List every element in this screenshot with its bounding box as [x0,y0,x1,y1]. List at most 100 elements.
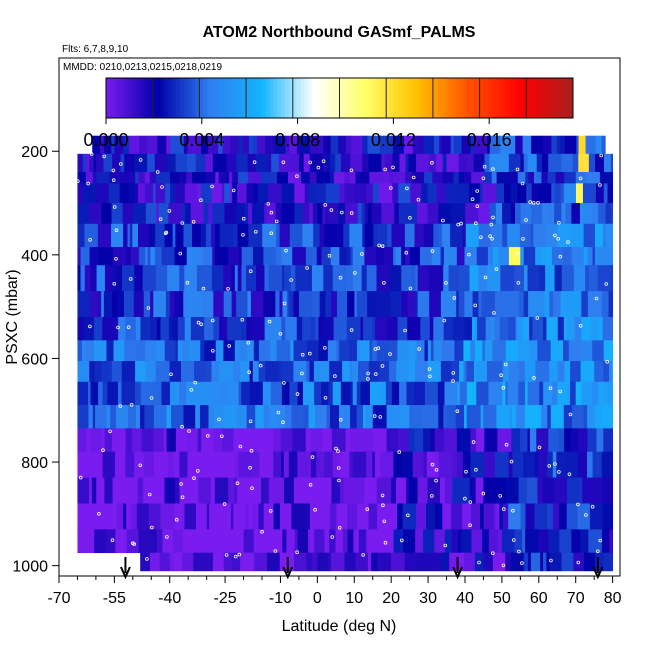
heatmap-cell [483,503,495,530]
heatmap-cell [368,153,382,173]
heatmap-cell [241,317,247,341]
sample-point [468,500,473,504]
heatmap-cell [205,223,212,248]
heatmap-cell [123,135,130,155]
heatmap-cell [104,265,111,292]
heatmap-cell [90,381,99,406]
heatmap-cell [588,265,599,292]
sample-point [568,412,573,417]
heatmap-cell [523,291,529,318]
heatmap-cell [166,529,174,554]
heatmap-cell [218,361,234,383]
heatmap-cell [587,428,597,453]
heatmap-cell [247,291,252,318]
heatmap-cell [89,247,100,266]
heatmap-cell [344,477,355,504]
heatmap-cell [457,451,464,478]
heatmap-cell [196,183,202,204]
colorbar-segment [421,78,426,118]
sample-point [483,275,488,280]
sample-point [199,322,204,327]
colorbar-segment [113,78,119,118]
sample-point [145,557,149,561]
sample-point [78,475,83,480]
heatmap-cell [263,291,276,318]
heatmap-cell [575,381,582,406]
heatmap-cell [96,477,105,504]
sample-point [269,210,274,215]
heatmap-cell [85,171,94,184]
heatmap-cell [124,340,138,362]
heatmap-cell [205,361,212,383]
heatmap-cell [183,223,193,248]
heatmap-cell [121,381,136,406]
heatmap-cell [444,529,453,554]
heatmap-cell [292,247,307,266]
heatmap-cell [458,265,470,292]
heatmap-cell [82,153,87,173]
heatmap-cell [85,529,95,554]
heatmap-cell [452,317,465,341]
heatmap-cell [402,451,414,478]
heatmap-cell [501,529,515,554]
heatmap-cell [84,340,95,362]
heatmap-cell [526,183,533,204]
heatmap-cell [156,317,161,341]
sample-point [515,167,520,172]
heatmap-cell [391,381,400,406]
heatmap-cell [343,223,350,248]
heatmap-cell [293,361,307,383]
heatmap-cell [227,317,235,341]
heatmap-cell [328,317,334,341]
heatmap-cell [528,171,535,184]
heatmap-cell [459,361,464,383]
sample-point [337,525,342,530]
heatmap-cell [169,552,175,572]
heatmap-cell [155,223,166,248]
heatmap-cell [89,291,98,318]
heatmap-cell [332,381,342,406]
heatmap-cell [379,361,390,383]
heatmap-cell [559,529,572,554]
heatmap-cell [579,203,592,225]
colorbar-segment [452,78,457,118]
sample-point [473,303,478,308]
heatmap-cell [152,381,162,406]
heatmap-cell [543,552,547,572]
colorbar-segment [300,78,305,118]
heatmap-cell [169,381,180,406]
heatmap-cell [470,451,485,478]
heatmap-cell [344,183,355,204]
heatmap-cell [601,451,614,478]
heatmap-cell [155,183,166,204]
heatmap-cell [466,405,482,429]
heatmap-cell [211,223,216,248]
heatmap-cell [212,451,223,478]
heatmap-cell [406,381,415,406]
colorbar-segment [304,78,309,118]
heatmap-cell [450,223,464,248]
heatmap-cell [504,183,512,204]
heatmap-cell [145,361,157,383]
sample-point [377,243,382,248]
heatmap-cell [248,203,253,225]
heatmap-cell [173,451,180,478]
heatmap-cell [200,135,209,155]
heatmap-cell [372,428,387,453]
heatmap-cell [488,381,494,406]
heatmap-cell [396,477,407,504]
heatmap-cell [489,291,496,318]
sample-point [474,467,478,472]
sample-point [336,449,340,453]
sample-point [584,513,588,517]
heatmap-cell [412,135,420,155]
heatmap-cell [147,153,156,173]
colorbar-segment [308,78,313,118]
sample-point [430,462,435,467]
heatmap-cell [366,265,377,292]
heatmap-cell [92,135,101,155]
heatmap-cell [77,265,81,292]
heatmap-cell [265,361,280,383]
colorbar-tick-label: 0.012 [371,130,416,150]
heatmap-cell [342,361,351,383]
